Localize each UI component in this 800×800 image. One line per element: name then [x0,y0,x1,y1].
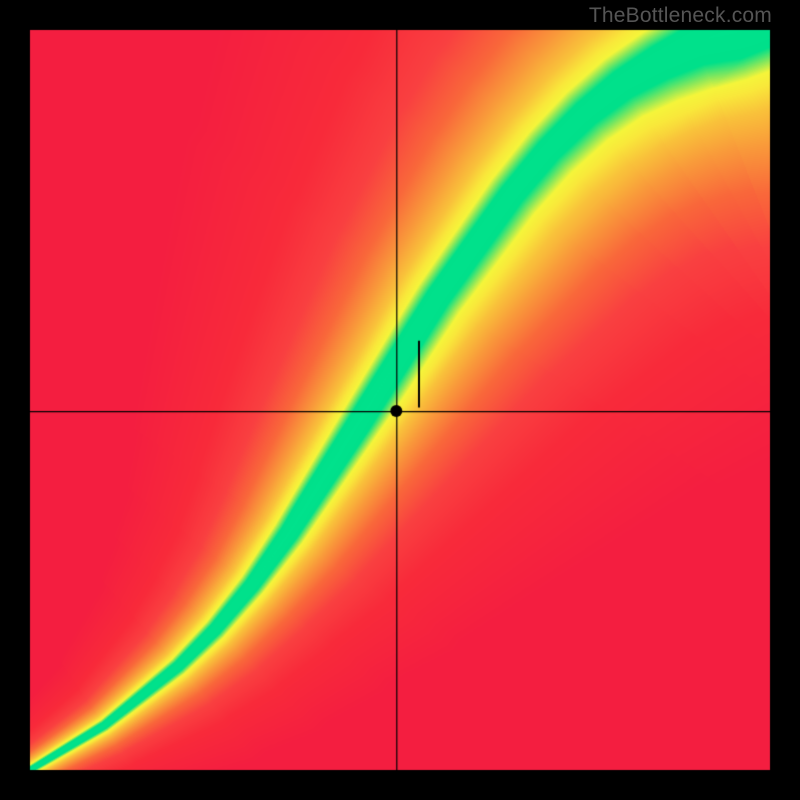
bottleneck-heatmap [0,0,800,800]
watermark-text: TheBottleneck.com [589,4,772,28]
